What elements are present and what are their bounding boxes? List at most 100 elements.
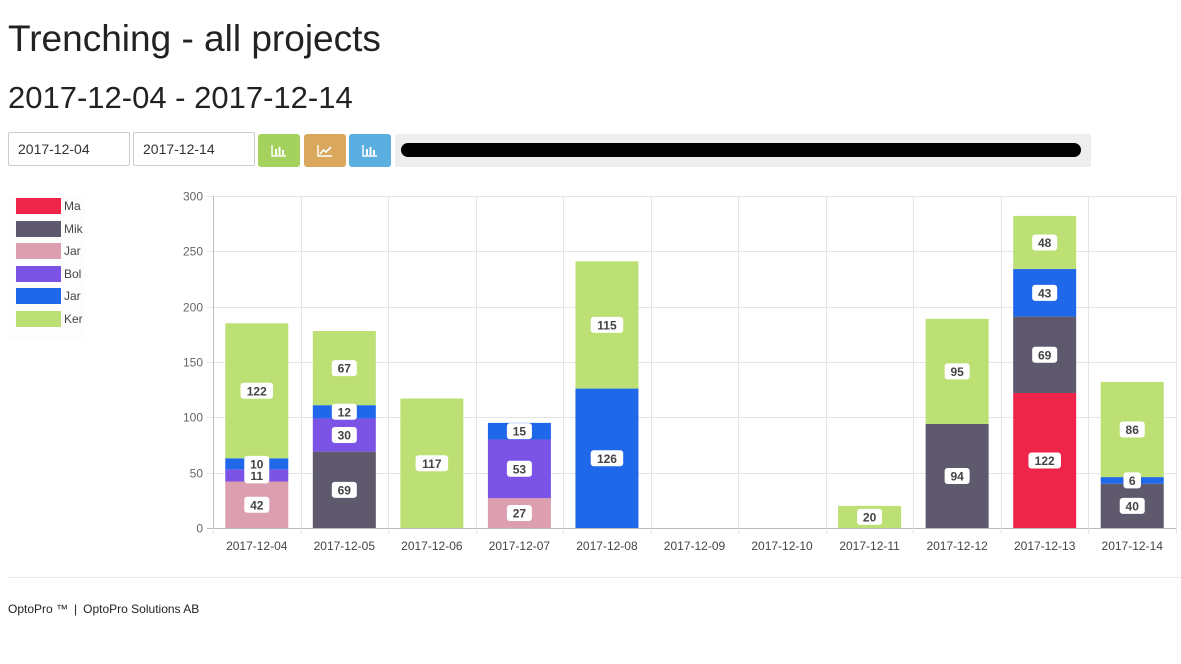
redacted-project-list (401, 143, 1081, 157)
footer: OptoPro ™ | OptoPro Solutions AB (8, 602, 199, 616)
date-range-subtitle: 2017-12-04 - 2017-12-14 (8, 80, 353, 115)
y-tick-label: 0 (196, 522, 203, 536)
x-tick-label: 2017-12-11 (839, 539, 900, 553)
data-label: 126 (597, 452, 617, 466)
legend-swatch (16, 288, 61, 305)
stacked-bar-chart: 0 50 100 150 200 250 300 2017-12-04 2017-12-05 20… (183, 190, 1177, 553)
data-label: 69 (338, 483, 352, 497)
x-tick-label: 2017-12-08 (576, 539, 638, 553)
data-label-box (1119, 421, 1145, 438)
data-label-box (1032, 346, 1058, 363)
data-label-box (331, 427, 357, 444)
data-label-box (331, 481, 357, 498)
x-tick-label: 2017-12-06 (401, 539, 463, 553)
bar-chart-icon (362, 144, 377, 157)
data-label: 11 (250, 469, 263, 483)
data-label-box (331, 360, 357, 377)
line-chart-button[interactable] (304, 134, 346, 167)
legend-swatch (16, 220, 61, 237)
data-label: 94 (950, 469, 964, 483)
legend-label: Jar (64, 289, 81, 304)
data-label: 122 (247, 384, 267, 398)
data-label: 10 (250, 457, 264, 471)
to-date-input[interactable] (133, 132, 255, 166)
data-label-box (506, 423, 532, 440)
x-tick-label: 2017-12-12 (926, 539, 988, 553)
chart-legend: Ma Mik Jar Bol Jar Ker (8, 195, 86, 340)
y-tick-label: 50 (190, 467, 204, 481)
data-label: 20 (863, 510, 877, 524)
data-label-box (240, 382, 274, 399)
data-label-box (1032, 284, 1058, 301)
page-title: Trenching - all projects (8, 18, 381, 59)
legend-label: Mik (64, 221, 83, 236)
data-label: 115 (597, 318, 617, 332)
y-tick-label: 250 (183, 245, 203, 259)
data-label: 122 (1035, 454, 1055, 468)
data-label: 6 (1129, 474, 1136, 488)
data-label: 53 (513, 462, 527, 476)
data-label-box (244, 455, 270, 472)
legend-item[interactable]: Ker (8, 308, 86, 331)
legend-item[interactable]: Jar (8, 240, 86, 263)
x-tick-label: 2017-12-07 (489, 539, 551, 553)
legend-label: Jar (64, 244, 81, 259)
data-label-box (857, 508, 883, 525)
y-tick-label: 300 (183, 190, 203, 204)
x-tick-label: 2017-12-14 (1102, 539, 1164, 553)
x-tick-label: 2017-12-13 (1014, 539, 1076, 553)
legend-item[interactable]: Bol (8, 263, 86, 286)
data-label-box (1123, 472, 1141, 489)
x-tick-label: 2017-12-05 (314, 539, 376, 553)
legend-label: Ma (64, 199, 81, 214)
grouped-bar-chart-button[interactable] (349, 134, 391, 167)
legend-item[interactable]: Jar (8, 285, 86, 308)
legend-swatch (16, 265, 61, 282)
data-label: 48 (1038, 236, 1052, 250)
y-tick-label: 200 (183, 301, 203, 315)
legend-item[interactable]: Mik (8, 218, 86, 241)
stacked-bar-chart-button[interactable] (258, 134, 300, 167)
legend-swatch (16, 310, 61, 327)
footer-company: OptoPro Solutions AB (83, 602, 200, 616)
data-label-box (1032, 234, 1058, 251)
footer-brand: OptoPro ™ (8, 602, 69, 616)
data-label-box (415, 455, 449, 472)
data-label: 117 (422, 457, 442, 471)
data-label-box (331, 403, 357, 420)
line-chart-icon (317, 144, 332, 157)
legend-label: Bol (64, 266, 82, 281)
x-tick-label: 2017-12-04 (226, 539, 288, 553)
project-selector[interactable] (395, 134, 1091, 167)
data-label-box (1119, 497, 1145, 514)
footer-separator: | (74, 602, 78, 616)
data-label: 69 (1038, 348, 1052, 362)
data-label: 86 (1126, 423, 1140, 437)
data-label-box (506, 505, 532, 522)
data-label: 30 (338, 429, 352, 443)
y-tick-label: 100 (183, 411, 203, 425)
legend-swatch (16, 243, 61, 260)
data-label: 40 (1126, 499, 1140, 513)
footer-divider (8, 577, 1181, 578)
data-label-box (590, 316, 624, 333)
bar-chart-icon (271, 144, 286, 157)
x-tick-label: 2017-12-09 (664, 539, 726, 553)
data-label-box (506, 460, 532, 477)
data-label: 12 (338, 405, 352, 419)
legend-item[interactable]: Ma (8, 195, 86, 218)
data-label-box (944, 467, 970, 484)
from-date-input[interactable] (8, 132, 130, 166)
data-label-box (1028, 452, 1061, 469)
data-label-box (244, 496, 270, 513)
legend-swatch (16, 198, 61, 215)
data-label: 67 (338, 362, 352, 376)
data-label: 42 (250, 498, 264, 512)
y-tick-label: 150 (183, 356, 203, 370)
x-tick-label: 2017-12-10 (751, 539, 813, 553)
data-label: 27 (513, 507, 527, 521)
data-label-box (944, 363, 970, 380)
data-label: 15 (513, 425, 527, 439)
data-label: 95 (950, 365, 964, 379)
legend-label: Ker (64, 311, 83, 326)
